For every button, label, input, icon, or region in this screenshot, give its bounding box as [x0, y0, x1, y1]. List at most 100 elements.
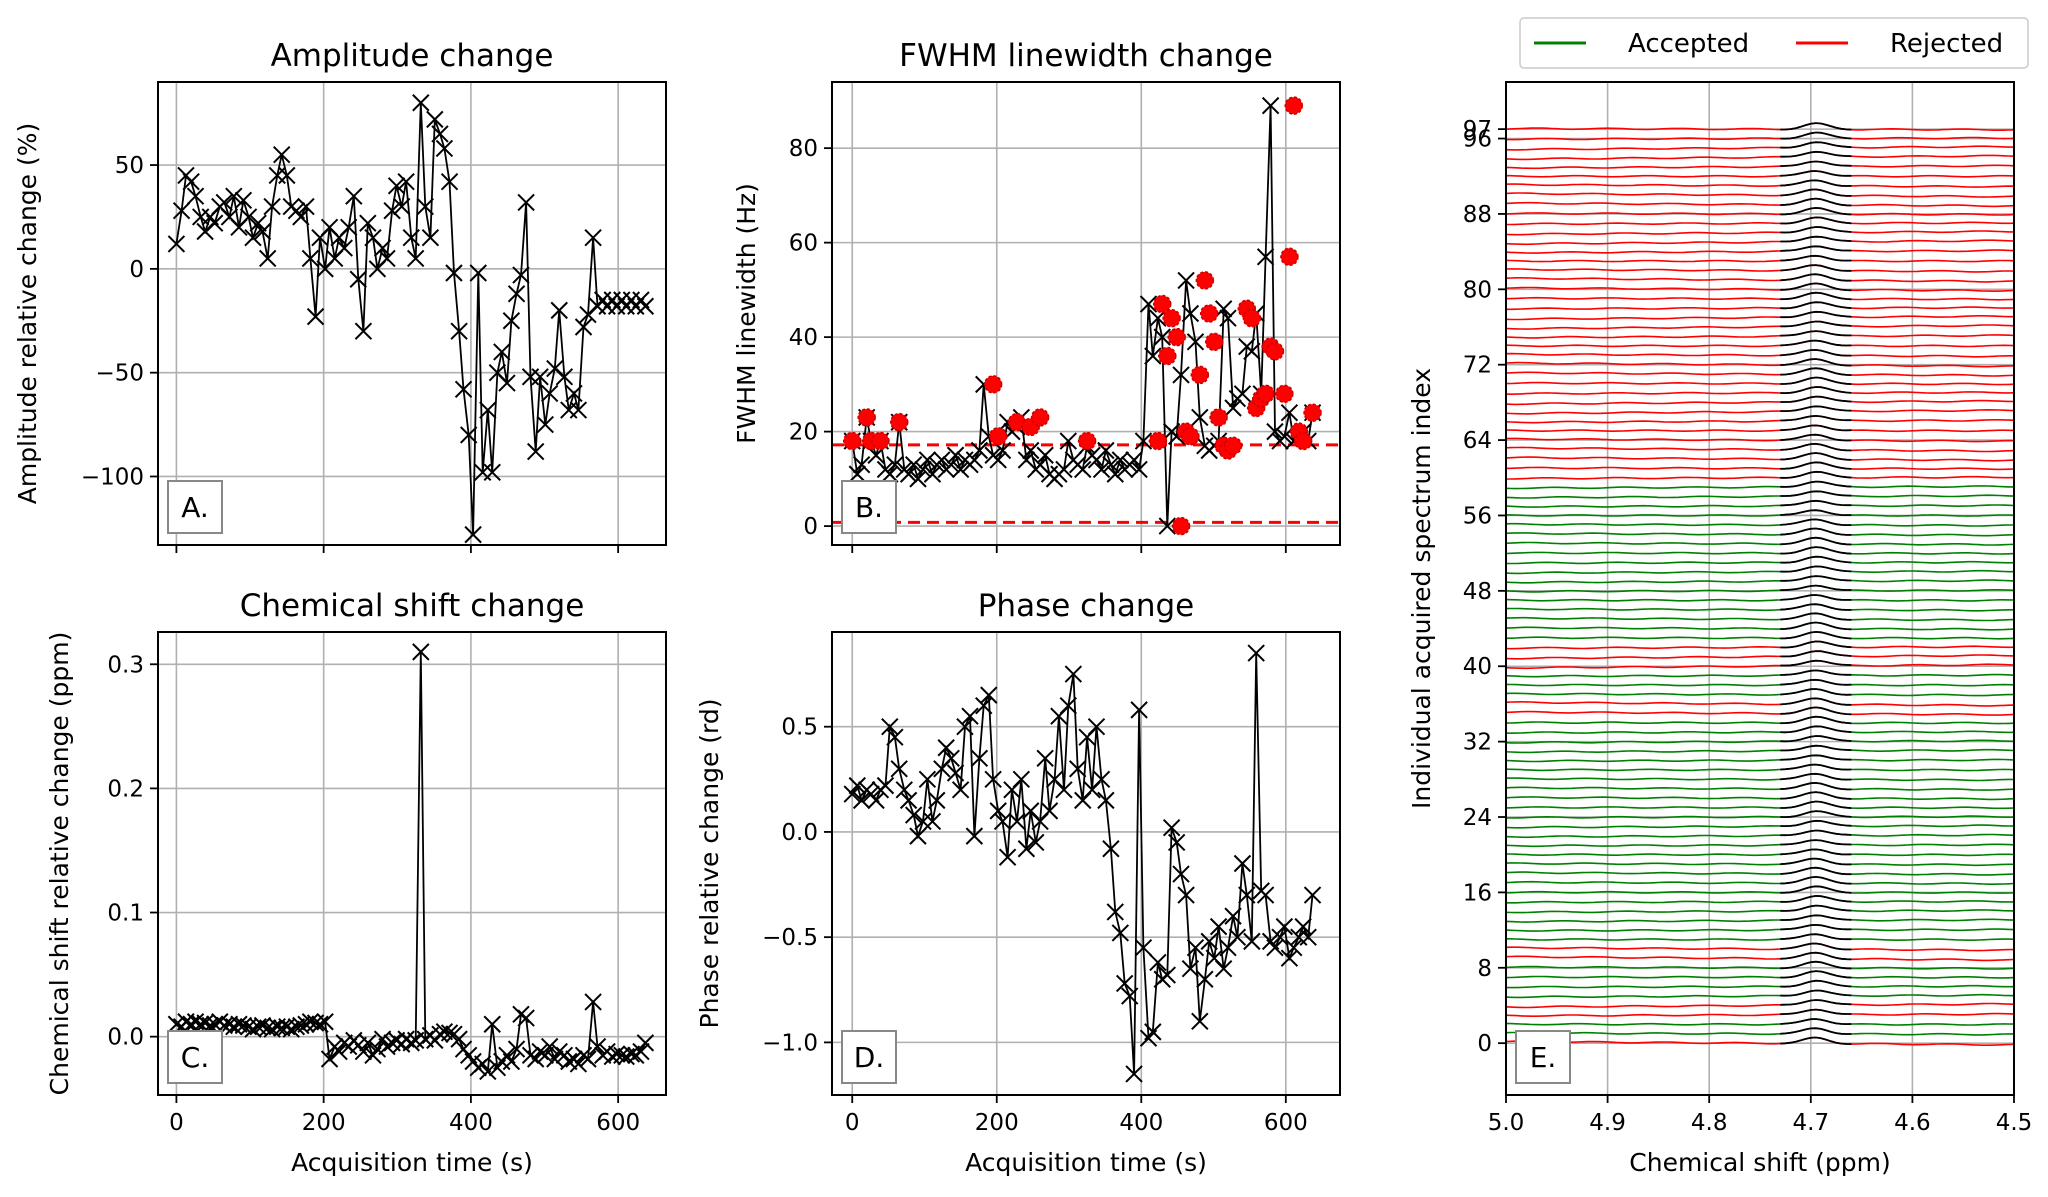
spectrum-line — [1506, 452, 2014, 462]
data-point-marker — [517, 193, 535, 212]
data-point-marker — [493, 343, 511, 361]
rejected-point — [1209, 408, 1228, 427]
data-point-marker — [512, 266, 530, 284]
data-point-marker — [980, 686, 998, 704]
data-point-marker — [498, 374, 516, 392]
spectrum-line — [1506, 424, 2014, 433]
spectrum-peak — [1780, 235, 1852, 243]
rejected-point — [1265, 342, 1285, 361]
data-point-marker — [412, 94, 430, 112]
spectrum-peak — [1780, 546, 1852, 555]
data-point-marker — [1059, 432, 1078, 450]
data-point-marker — [1153, 328, 1171, 346]
spectrum-peak — [1780, 866, 1852, 876]
panel-e-spectra-stack: 5.0 4.9 4.8 4.7 4.6 4.5 0 8 16 24 32 40 48 56 64 72 80 88… — [1407, 81, 2032, 1177]
spectrum-peak — [1780, 339, 1852, 347]
spectrum-line — [1506, 848, 2014, 857]
data-point-marker — [550, 301, 568, 320]
spectrum-line — [1506, 697, 2014, 707]
data-point-marker — [1102, 455, 1120, 474]
data-point-marker — [1158, 517, 1177, 535]
data-point-marker — [359, 214, 377, 232]
spectrum-line — [1506, 1018, 2014, 1026]
data-point-marker — [469, 264, 487, 282]
data-point-marker — [278, 166, 296, 185]
data-point-marker — [1266, 422, 1284, 441]
data-point-marker — [387, 177, 406, 195]
data-point-marker — [946, 446, 965, 464]
spectrum-peak — [1780, 1008, 1852, 1016]
spectrum-line — [1506, 829, 2014, 839]
spectrum-line — [1506, 141, 2014, 151]
spectrum-line — [1506, 782, 2014, 791]
data-point-marker — [473, 1055, 492, 1073]
spectrum-peak — [1780, 1036, 1852, 1045]
data-point-marker — [1121, 987, 1139, 1005]
data-point-marker — [848, 465, 866, 483]
data-point-marker — [1144, 1023, 1162, 1041]
data-point-marker — [998, 848, 1017, 866]
plot-area — [843, 644, 1322, 1083]
data-point-marker — [895, 781, 913, 799]
spectrum-peak — [1780, 725, 1852, 734]
spectrum-line — [1506, 216, 2014, 226]
y-tick-label: 0 — [129, 257, 144, 283]
y-tick-label: 97 — [1463, 117, 1492, 143]
data-point-marker — [186, 187, 205, 205]
spectrum-line — [1506, 150, 2014, 161]
data-point-marker — [1125, 1065, 1143, 1083]
panel-a-amplitude-change: −100 −50 0 50 Amplitude change Amplitude rela… — [13, 38, 667, 553]
spectrum-peak — [1780, 141, 1852, 149]
spectrum-peak — [1780, 914, 1852, 921]
spectrum-peak — [1780, 621, 1852, 631]
spectrum-line — [1506, 999, 2014, 1009]
spectrum-line — [1506, 706, 2014, 716]
data-point-marker — [1181, 960, 1200, 978]
data-point-marker — [1106, 465, 1124, 483]
spectrum-line — [1506, 970, 2014, 979]
data-point-marker — [1172, 366, 1190, 384]
data-point-marker — [928, 791, 946, 810]
spectrum-peak — [1780, 395, 1852, 403]
data-point-marker — [253, 222, 272, 241]
spectrum-peak — [1780, 640, 1852, 649]
data-point-marker — [1139, 295, 1158, 313]
spectrum-line — [1506, 678, 2014, 687]
spectrum-line — [1506, 1027, 2014, 1036]
y-tick-label: 0.2 — [107, 776, 144, 802]
spectrum-peak — [1780, 669, 1852, 676]
data-point-marker — [205, 214, 224, 232]
spectrum-line — [1506, 735, 2014, 744]
data-point-marker — [1130, 701, 1148, 719]
data-point-marker — [881, 465, 899, 483]
spectrum-peak — [1780, 245, 1852, 252]
spectrum-peak — [1780, 414, 1852, 422]
spectrum-peak — [1780, 754, 1852, 761]
panel-d-ylabel: Phase relative change (rd) — [695, 698, 724, 1028]
legend-box — [1519, 17, 2029, 69]
data-point-marker — [904, 806, 923, 824]
data-point-marker — [1059, 696, 1078, 715]
spectrum-line — [1506, 226, 2014, 236]
data-point-marker — [1177, 271, 1195, 290]
spectrum-peak — [1780, 131, 1852, 140]
data-point-marker — [937, 739, 955, 757]
data-point-marker — [177, 1013, 195, 1031]
spectrum-line — [1506, 518, 2014, 527]
data-point-marker — [1012, 770, 1031, 789]
data-point-marker — [989, 451, 1007, 469]
spectrum-peak — [1780, 226, 1852, 234]
plot-area — [832, 96, 1340, 536]
spectrum-line — [1506, 499, 2014, 508]
spectrum-peak — [1780, 170, 1852, 177]
data-point-marker — [918, 451, 937, 469]
data-point-marker — [1181, 304, 1200, 323]
spectrum-peak — [1780, 678, 1852, 686]
spectrum-peak — [1780, 442, 1852, 452]
spectrum-line — [1506, 876, 2014, 885]
data-point-marker — [1115, 974, 1134, 993]
y-tick-label: −1.0 — [762, 1030, 818, 1056]
data-point-marker — [918, 770, 937, 789]
x-tick-label: 400 — [1119, 1110, 1163, 1136]
